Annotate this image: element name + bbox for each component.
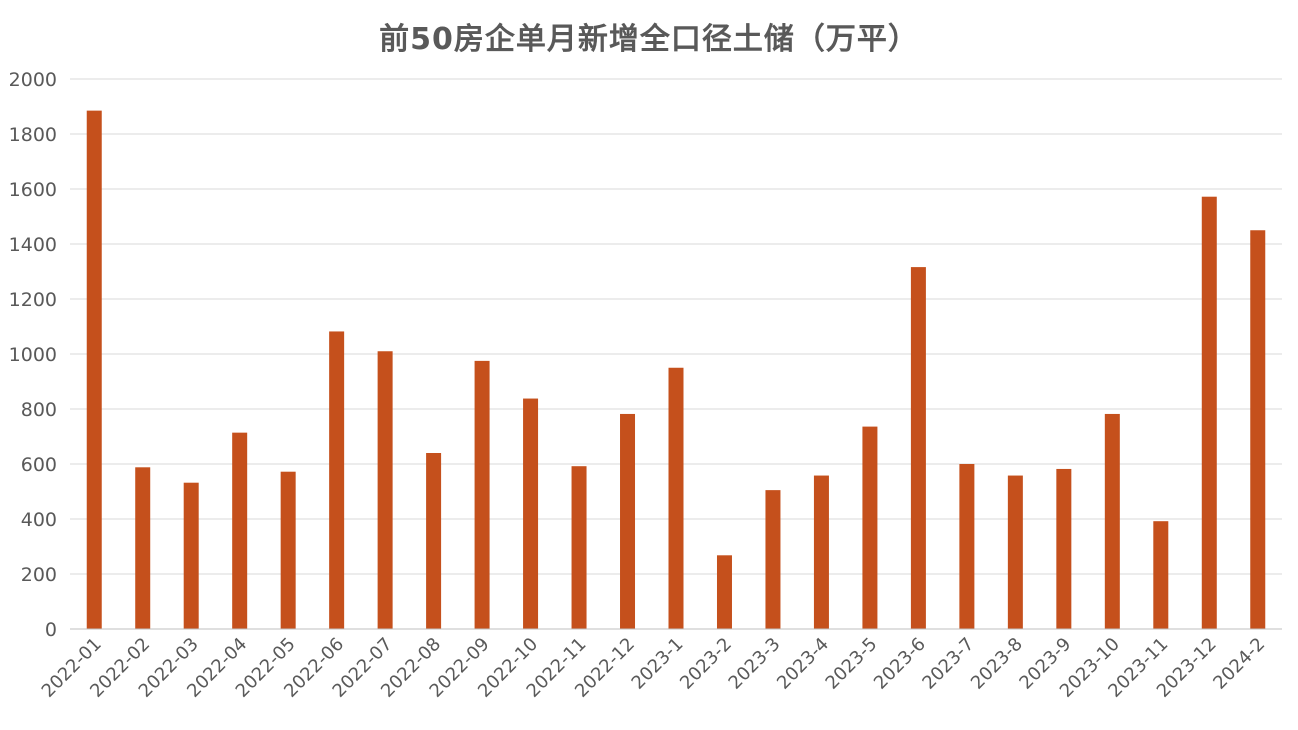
y-tick-labels: 0 200 400 600 800 1000 1200 1400 1600 1800 2000 (9, 69, 57, 641)
x-tick-labels: 2022-012022-022022-032022-042022-052022-… (38, 634, 1270, 702)
bar-2022-04 (232, 432, 248, 629)
y-tick-label: 2000 (9, 69, 57, 91)
y-tick-label: 200 (21, 564, 57, 586)
bar-2022-10 (523, 398, 539, 629)
x-tick-label: 2023-4 (773, 634, 833, 694)
y-tick-label: 1000 (9, 344, 57, 366)
x-tick-label: 2024-2 (1209, 634, 1269, 694)
x-tick-label: 2023-2 (676, 634, 736, 694)
x-tick-label: 2023-5 (822, 634, 882, 694)
bar-2022-05 (280, 471, 296, 629)
bar-2023-8 (1007, 475, 1023, 629)
x-tick-label: 2023-8 (967, 634, 1027, 694)
bar-2023-1 (668, 367, 684, 629)
x-tick-label: 2023-1 (628, 634, 688, 694)
y-tick-label: 400 (21, 509, 57, 531)
bar-2022-02 (135, 467, 151, 629)
y-tick-label: 1400 (9, 234, 57, 256)
bar-2022-11 (571, 466, 587, 629)
bar-2022-06 (329, 331, 345, 629)
bar-2022-08 (426, 453, 442, 629)
bar-2023-4 (813, 475, 829, 629)
bar-2022-07 (377, 351, 393, 629)
bar-2023-12 (1201, 196, 1217, 629)
bar-2022-03 (183, 482, 199, 629)
bar-2022-01 (86, 110, 102, 629)
y-tick-label: 600 (21, 454, 57, 476)
bar-2023-9 (1056, 468, 1072, 629)
bars (86, 110, 1266, 629)
y-tick-label: 800 (21, 399, 57, 421)
bar-2024-2 (1250, 230, 1266, 629)
x-tick-label: 2023-3 (725, 634, 785, 694)
y-tick-label: 1600 (9, 179, 57, 201)
bar-2023-11 (1153, 521, 1169, 629)
y-tick-label: 1200 (9, 289, 57, 311)
bar-2022-09 (474, 360, 490, 629)
bar-2023-6 (910, 267, 926, 629)
bar-2023-5 (862, 426, 878, 629)
x-tick-label: 2023-6 (870, 634, 930, 694)
bar-2023-3 (765, 490, 781, 629)
x-tick-label: 2023-7 (918, 634, 978, 694)
bar-2023-10 (1104, 413, 1120, 629)
bar-2023-2 (716, 555, 732, 629)
bar-2023-7 (959, 464, 975, 629)
chart-title: 前50房企单月新增全口径土储（万平） (379, 22, 919, 57)
y-tick-label: 0 (45, 619, 57, 641)
y-tick-label: 1800 (9, 124, 57, 146)
bar-2022-12 (620, 413, 636, 629)
